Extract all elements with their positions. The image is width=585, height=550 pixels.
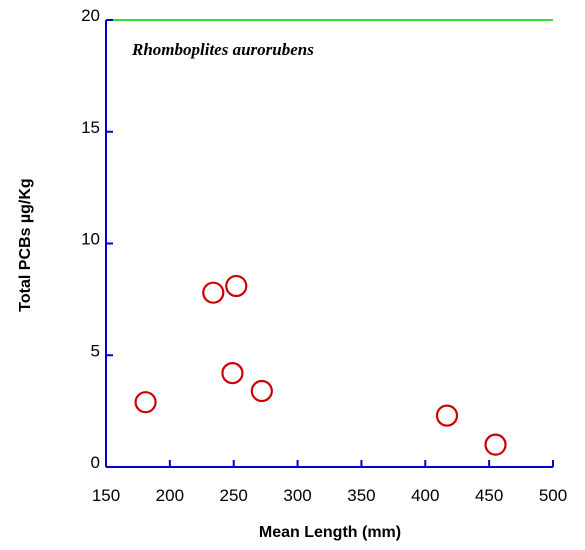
y-tick-label: 5 — [91, 341, 100, 360]
x-tick-label: 500 — [539, 486, 567, 505]
y-tick-label: 15 — [81, 118, 100, 137]
y-tick-label: 20 — [81, 6, 100, 25]
y-ticks: 0 5 10 15 20 — [81, 6, 113, 472]
x-ticks: 150 200 250 300 350 400 450 500 — [92, 460, 567, 505]
axes — [105, 19, 553, 468]
y-axis-title: Total PCBs µg/Kg — [17, 178, 34, 311]
data-point — [484, 433, 507, 456]
x-tick-label: 250 — [220, 486, 248, 505]
y-tick-label: 10 — [81, 230, 100, 249]
data-point — [202, 281, 225, 304]
x-tick-label: 200 — [156, 486, 184, 505]
y-tick-label: 0 — [91, 453, 100, 472]
x-tick-label: 400 — [411, 486, 439, 505]
x-tick-label: 150 — [92, 486, 120, 505]
x-axis-title: Mean Length (mm) — [259, 524, 401, 541]
data-point — [134, 391, 157, 414]
data-point — [221, 362, 244, 385]
species-annotation: Rhomboplites aurorubens — [131, 40, 314, 59]
data-point — [250, 379, 273, 403]
x-tick-label: 450 — [475, 486, 503, 505]
x-tick-label: 300 — [283, 486, 311, 505]
data-points — [134, 274, 507, 456]
x-tick-label: 350 — [347, 486, 375, 505]
data-point — [225, 274, 248, 298]
data-point — [435, 404, 459, 427]
